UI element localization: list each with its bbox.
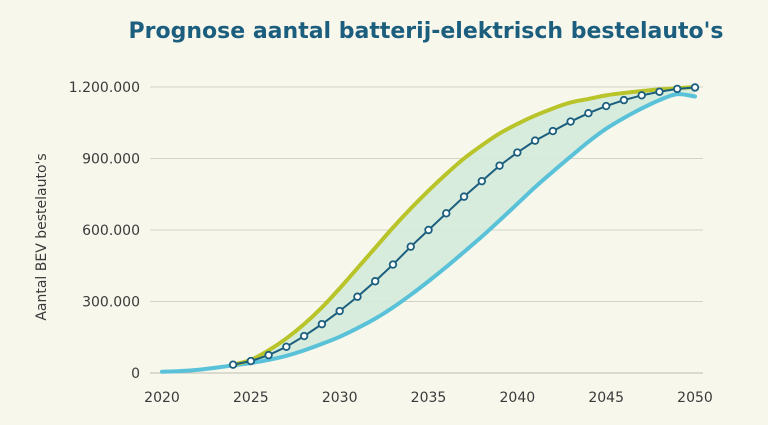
series-1-point [495,161,504,170]
x-tick-label: 2040 [500,390,536,406]
x-tick-label: 2025 [233,390,269,406]
series-1-point [477,176,486,186]
series-1-point [335,306,344,316]
chart-title: Prognose aantal batterij-elektrisch best… [129,19,724,44]
x-tick-label: 2020 [144,390,180,406]
uncertainty-band [233,87,696,366]
series-1-point [228,360,238,369]
y-tick-label: 600.000 [82,223,140,239]
series-1-point [601,101,611,111]
x-tick-label: 2035 [411,390,447,406]
y-tick-label: 900.000 [82,152,140,168]
series-1-point [246,356,256,366]
y-axis-label: Aantal BEV bestelauto's [34,153,50,320]
series-1-point [282,342,291,351]
y-tick-label: 1.200.000 [69,80,140,96]
x-axis-ticks: 2020 2025 2030 2035 2040 2045 2050 [144,390,713,406]
series-layer [160,83,700,374]
series-1-point [566,117,575,126]
series-1-point [548,126,558,136]
x-tick-label: 2045 [588,390,624,406]
x-tick-label: 2030 [322,390,358,406]
series-1-point [388,260,398,269]
series-1-point [424,225,433,235]
series-1-point [353,292,362,301]
series-0-line [231,85,697,367]
y-tick-label: 300.000 [82,295,140,311]
series-1-point [584,109,593,118]
series-1-point [406,242,415,251]
series-1-point [317,319,327,329]
series-1-point [619,95,629,105]
series-1-point [513,148,522,157]
series-1-point [673,84,682,94]
x-tick-label: 2050 [677,390,713,406]
band-area [233,87,696,366]
series-1-point [371,277,380,286]
y-tick-label: 0 [131,366,140,382]
series-1-point [442,209,451,218]
series-1-point [637,91,646,100]
series-1-point [690,83,700,92]
series-1-point [655,87,664,96]
series-1-point [299,331,309,341]
series-1-point [264,350,273,360]
series-1-point [530,136,540,145]
series-1-point [459,192,469,201]
y-axis-ticks: 0 300.000 600.000 900.000 1.200.000 [69,80,140,382]
